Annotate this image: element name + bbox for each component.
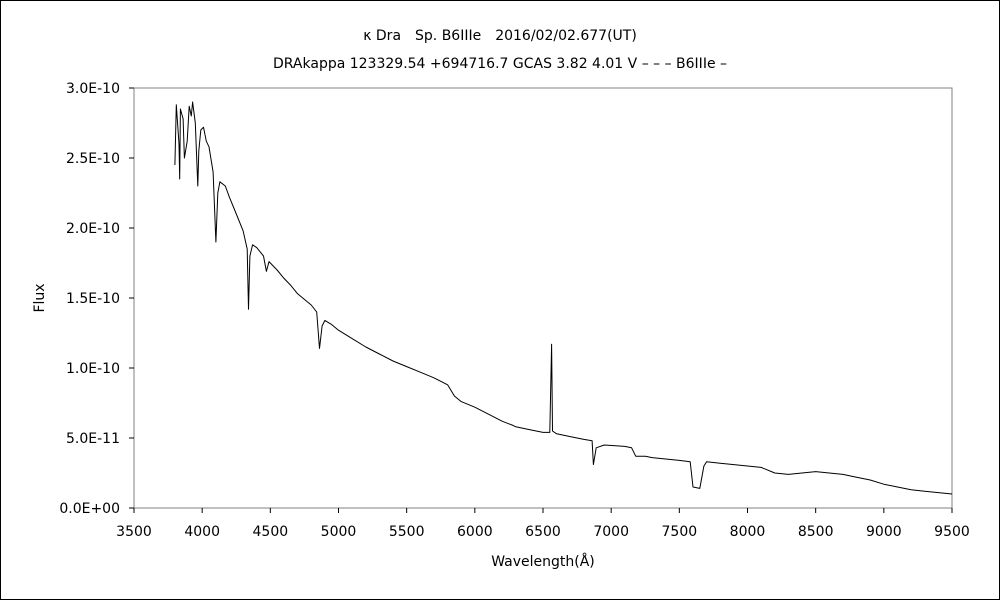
y-tick-label: 5.0E-11 xyxy=(66,431,120,447)
x-tick-label: 4500 xyxy=(253,524,289,540)
x-tick-label: 6000 xyxy=(457,524,493,540)
series-group xyxy=(174,101,953,495)
x-tick-label: 3500 xyxy=(116,524,152,540)
chart-title: κ Dra Sp. B6IIIe 2016/02/02.677(UT) xyxy=(363,28,637,44)
x-tick-label: 6500 xyxy=(525,524,561,540)
x-axis-label: Wavelength(Å) xyxy=(491,553,595,570)
x-tick-label: 8500 xyxy=(798,524,834,540)
y-axis-label: Flux xyxy=(32,283,48,312)
spectrum-line xyxy=(174,101,953,495)
x-tick-label: 5500 xyxy=(389,524,425,540)
x-tick-label: 9500 xyxy=(934,524,970,540)
y-axis: 0.0E+00 5.0E-11 1.0E-10 1.5E-10 2.0E-10 2.5E-… xyxy=(59,81,134,517)
x-tick-label: 4000 xyxy=(184,524,220,540)
y-tick-label: 2.0E-10 xyxy=(66,221,120,237)
y-tick-label: 3.0E-10 xyxy=(66,81,120,97)
x-tick-label: 9000 xyxy=(866,524,902,540)
y-tick-label: 1.0E-10 xyxy=(66,361,120,377)
x-tick-label: 7500 xyxy=(662,524,698,540)
x-axis: 3500 4000 4500 5000 5500 6000 6500 7000 7500 8000… xyxy=(116,508,970,540)
x-tick-label: 5000 xyxy=(321,524,357,540)
chart-subtitle: DRAkappa 123329.54 +694716.7 GCAS 3.82 4… xyxy=(273,56,727,72)
y-tick-label: 2.5E-10 xyxy=(66,151,120,167)
x-tick-label: 8000 xyxy=(730,524,766,540)
x-tick-label: 7000 xyxy=(593,524,629,540)
y-tick-label: 0.0E+00 xyxy=(59,501,120,517)
plot-area xyxy=(133,87,953,509)
y-tick-label: 1.5E-10 xyxy=(66,291,120,307)
